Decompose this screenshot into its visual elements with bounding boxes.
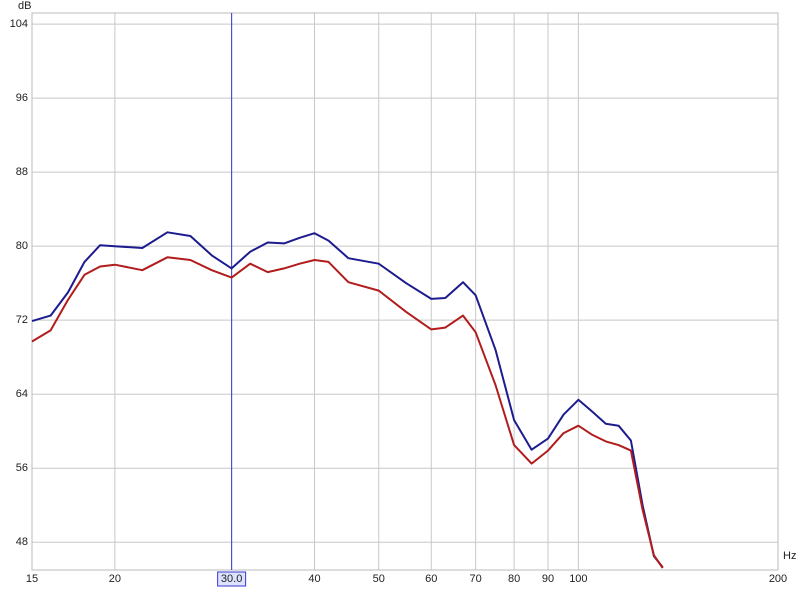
series-line: [31, 256, 664, 569]
x-tick-label: 200: [769, 573, 787, 585]
x-tick-label: 90: [542, 573, 554, 585]
plot-border: [31, 12, 779, 571]
y-tick-label: 96: [16, 92, 28, 104]
x-tick-label: 80: [508, 573, 520, 585]
y-tick-label: 88: [16, 166, 28, 178]
x-tick-label: 40: [308, 573, 320, 585]
y-tick-label: 72: [16, 314, 28, 326]
x-tick-label: 20: [109, 573, 121, 585]
x-tick-label: 50: [373, 573, 385, 585]
series-line: [31, 231, 664, 568]
y-tick-label: 56: [16, 462, 28, 474]
y-tick-label: 64: [16, 388, 28, 400]
x-tick-label: 100: [569, 573, 587, 585]
x-tick-label: 60: [425, 573, 437, 585]
y-tick-label: 48: [16, 536, 28, 548]
y-tick-label: 104: [10, 18, 28, 30]
x-axis-label: Hz: [783, 550, 796, 562]
cursor-label-box: [217, 571, 247, 587]
x-tick-label: 15: [26, 573, 38, 585]
cursor-label: 30.0: [221, 573, 242, 585]
y-tick-label: 80: [16, 240, 28, 252]
y-axis-label: dB: [18, 0, 31, 12]
x-tick-label: 70: [470, 573, 482, 585]
